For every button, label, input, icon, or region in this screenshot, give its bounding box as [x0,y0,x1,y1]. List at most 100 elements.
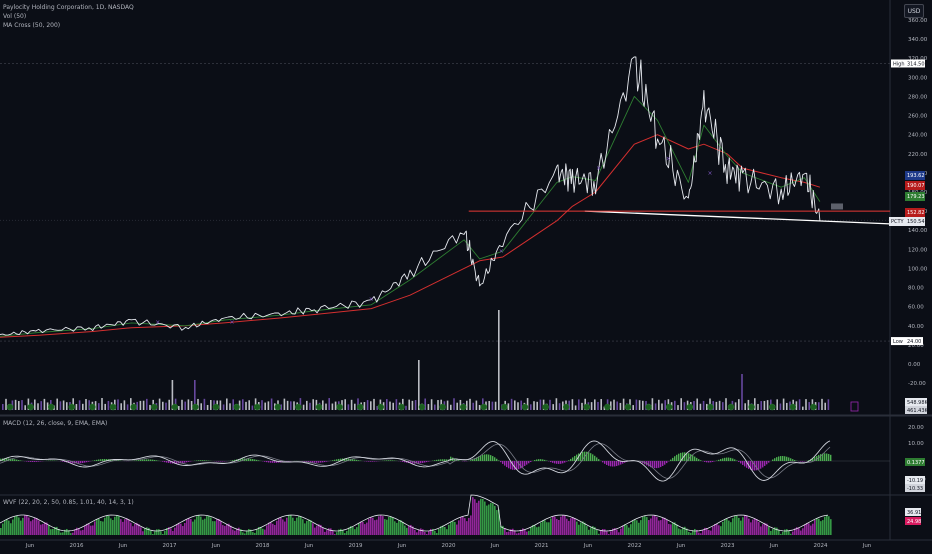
wvf-bar [100,521,102,535]
macd-histogram-bar [322,461,323,462]
macd-histogram-bar [36,461,37,462]
macd-histogram-bar [204,460,205,461]
wvf-bar [804,525,806,535]
wvf-bar [112,520,114,535]
wvf-bar [642,517,644,535]
macd-histogram-bar [316,461,317,463]
volume-bar [56,399,58,410]
wvf-bar [40,525,42,535]
wvf-bar [288,515,290,535]
volume-bar [37,403,39,410]
wvf-bar [354,529,356,535]
volume-bar [549,400,551,410]
wvf-bar [526,532,528,535]
ma-cross-marker: × [499,248,504,255]
time-tick-label: Jun [25,543,35,549]
wvf-legend[interactable]: WVF (22, 20, 2, 50, 0.85, 1.01, 40, 14, … [3,499,134,506]
wvf-bar [768,527,770,535]
wvf-bar [222,525,224,535]
volume-bar [344,399,346,410]
macd-histogram-bar [434,460,435,461]
macd-histogram-bar [654,461,655,468]
volume-bar [664,400,666,410]
macd-histogram-bar [336,459,337,461]
wvf-bar [330,528,332,535]
macd-histogram-bar [100,459,101,461]
volume-bar [242,399,244,410]
macd-histogram-bar [504,461,505,466]
wvf-bar [680,529,682,535]
macd-histogram-bar [392,460,393,461]
volume-legend[interactable]: Vol (50) [3,13,26,20]
currency-button[interactable]: USD [904,4,924,18]
macd-histogram-bar [312,461,313,463]
wvf-bar [574,518,576,535]
wvf-bar [292,518,294,535]
macd-histogram-bar [186,461,187,462]
volume-bar [575,405,577,410]
volume-bar [517,402,519,410]
wvf-bar [386,520,388,535]
ma-cross-legend[interactable]: MA Cross (50, 200) [3,22,60,29]
wvf-bar [212,521,214,535]
volume-bar [271,399,273,410]
macd-histogram-bar [658,461,659,468]
volume-bar [466,401,468,410]
wvf-bar [306,521,308,535]
volume-bar [655,403,657,410]
symbol-title[interactable]: Paylocity Holding Corporation, 1D, NASDA… [3,4,134,11]
volume-bar [101,398,103,410]
wvf-bar [632,521,634,535]
macd-histogram-bar [494,457,495,461]
wvf-bar [18,517,20,535]
macd-histogram-bar [258,460,259,461]
volume-bar [767,400,769,410]
macd-histogram-bar [610,461,611,466]
macd-histogram-bar [486,454,487,461]
wvf-bar [28,517,30,535]
macd-histogram-bar [764,461,765,466]
volume-bar [716,402,718,410]
wvf-bar [760,526,762,535]
macd-histogram-bar [458,460,459,461]
wvf-bar [52,529,54,535]
wvf-bar [644,516,646,535]
time-tick-label: Jun [304,543,314,549]
wvf-bar [70,533,72,535]
volume-bar [188,399,190,410]
wvf-bar [358,523,360,535]
wvf-bar [752,520,754,535]
wvf-bar [488,505,490,535]
wvf-bar [280,518,282,535]
macd-legend[interactable]: MACD (12, 26, close, 9, EMA, EMA) [3,420,107,427]
ticker-tag: PCTY [891,219,905,225]
macd-histogram-bar [370,461,371,462]
macd-histogram-bar [368,461,369,462]
macd-histogram-bar [588,452,589,461]
macd-tick-label: 10.00 [908,441,924,447]
macd-histogram-bar [604,461,605,464]
macd-histogram-bar [678,454,679,461]
volume-bar [559,403,561,410]
wvf-bar [728,521,730,535]
price-tag-value: 193.62 [907,173,925,179]
macd-histogram-bar [358,460,359,461]
earnings-marker [7,404,13,410]
wvf-bar [626,525,628,535]
wvf-bar [6,519,8,535]
volume-bar [408,400,410,410]
macd-histogram-bar [520,461,521,468]
wvf-bar [72,533,74,535]
wvf-bar [570,518,572,535]
wvf-bar [782,532,784,535]
time-tick-label: 2021 [535,543,549,549]
wvf-bar [180,524,182,535]
macd-histogram-bar [774,458,775,461]
wvf-bar [452,521,454,535]
macd-histogram-bar [518,461,519,469]
time-tick-label: 2024 [814,543,828,549]
wvf-bar [534,525,536,535]
macd-histogram-bar [424,461,425,463]
